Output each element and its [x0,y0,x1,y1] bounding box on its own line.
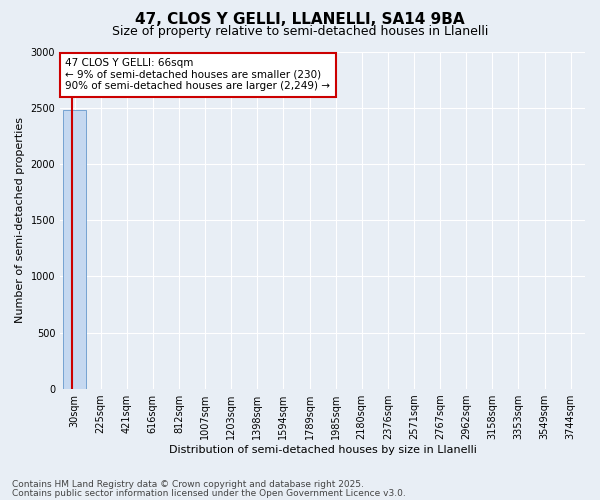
Y-axis label: Number of semi-detached properties: Number of semi-detached properties [15,117,25,323]
Text: Contains public sector information licensed under the Open Government Licence v3: Contains public sector information licen… [12,488,406,498]
Text: 47, CLOS Y GELLI, LLANELLI, SA14 9BA: 47, CLOS Y GELLI, LLANELLI, SA14 9BA [135,12,465,28]
X-axis label: Distribution of semi-detached houses by size in Llanelli: Distribution of semi-detached houses by … [169,445,476,455]
Text: Contains HM Land Registry data © Crown copyright and database right 2025.: Contains HM Land Registry data © Crown c… [12,480,364,489]
Text: 47 CLOS Y GELLI: 66sqm
← 9% of semi-detached houses are smaller (230)
90% of sem: 47 CLOS Y GELLI: 66sqm ← 9% of semi-deta… [65,58,331,92]
Bar [64,110,86,389]
Text: Size of property relative to semi-detached houses in Llanelli: Size of property relative to semi-detach… [112,25,488,38]
